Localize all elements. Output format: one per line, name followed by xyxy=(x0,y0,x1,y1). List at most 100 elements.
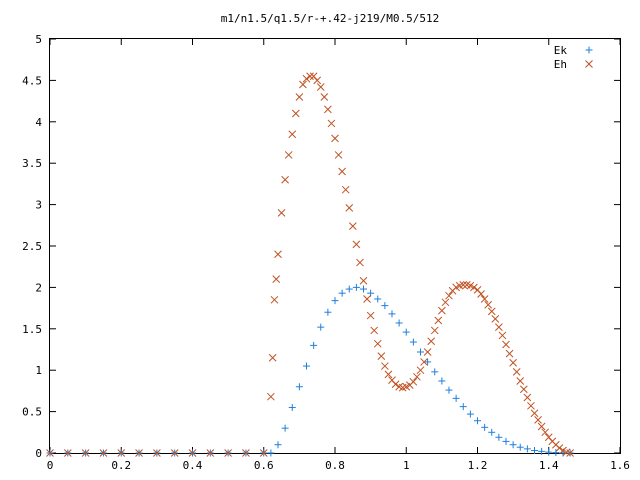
data-point-ek xyxy=(274,441,282,449)
data-point-eh xyxy=(534,416,542,424)
x-tick-label: 0.2 xyxy=(111,459,131,472)
data-point-eh xyxy=(299,80,307,89)
data-point-ek xyxy=(338,289,346,297)
data-point-ek xyxy=(531,447,538,455)
data-point-ek xyxy=(288,403,296,411)
data-point-ek xyxy=(324,308,332,316)
x-tick-label: 1.6 xyxy=(610,459,630,472)
data-point-eh xyxy=(430,326,439,335)
data-point-eh xyxy=(356,258,364,267)
plot-frame xyxy=(49,38,621,454)
series-eh xyxy=(46,72,574,457)
data-point-eh xyxy=(434,316,443,325)
data-point-eh xyxy=(537,422,546,431)
data-point-eh xyxy=(391,380,400,389)
data-point-eh xyxy=(519,385,528,394)
data-point-eh xyxy=(320,93,329,101)
data-point-ek xyxy=(402,328,410,336)
y-axis: 0 0.5 1 1.5 2 2.5 3 3.5 4 4.5 5 xyxy=(22,33,620,460)
y-tick-label: 3 xyxy=(35,199,42,212)
data-point-ek xyxy=(345,285,353,293)
x-tick-label: 0 xyxy=(47,459,54,472)
data-point-ek xyxy=(545,448,553,456)
data-point-ek xyxy=(474,417,481,425)
data-point-ek xyxy=(409,338,417,346)
y-tick-label: 2 xyxy=(35,281,42,294)
data-point-ek xyxy=(509,441,517,449)
data-point-eh xyxy=(288,130,297,139)
data-point-ek xyxy=(310,341,318,349)
legend-label-eh: Eh xyxy=(554,58,567,71)
data-point-eh xyxy=(345,204,354,212)
series-ek xyxy=(46,283,574,457)
data-point-eh xyxy=(470,283,478,292)
data-point-eh xyxy=(117,449,126,457)
data-point-eh xyxy=(523,393,532,402)
data-point-ek xyxy=(466,410,474,418)
data-point-eh xyxy=(267,392,275,401)
y-tick-label: 1 xyxy=(35,364,42,377)
data-point-eh xyxy=(487,307,496,316)
data-point-eh xyxy=(409,377,418,386)
legend-label-ek: Ek xyxy=(554,44,568,57)
data-point-eh xyxy=(516,377,525,385)
data-point-eh xyxy=(505,349,514,358)
data-point-ek xyxy=(381,302,389,310)
data-point-eh xyxy=(420,358,428,366)
data-point-ek xyxy=(516,443,524,451)
data-point-eh xyxy=(413,372,421,381)
data-point-ek xyxy=(388,310,396,318)
data-point-ek xyxy=(352,283,360,291)
y-tick-label: 0.5 xyxy=(22,406,42,419)
data-point-ek xyxy=(431,368,439,376)
data-point-eh xyxy=(272,275,281,283)
data-point-ek xyxy=(395,319,403,327)
data-point-eh xyxy=(438,306,446,315)
data-point-eh xyxy=(313,76,322,85)
data-point-eh xyxy=(188,449,197,457)
x-tick-label: 0.4 xyxy=(183,459,203,472)
data-point-eh xyxy=(46,449,54,457)
data-point-eh xyxy=(268,353,277,362)
data-point-ek xyxy=(488,428,496,436)
y-tick-label: 0 xyxy=(35,447,42,460)
chart-title: m1/n1.5/q1.5/r-+.42-j219/M0.5/512 xyxy=(221,12,440,25)
data-point-ek xyxy=(495,433,503,441)
data-point-eh xyxy=(259,449,268,457)
data-point-ek xyxy=(295,383,303,391)
data-point-eh xyxy=(306,72,314,81)
data-point-ek xyxy=(281,424,289,432)
data-point-ek xyxy=(459,403,467,411)
data-point-eh xyxy=(427,337,436,346)
data-point-eh xyxy=(170,449,179,457)
y-tick-label: 1.5 xyxy=(22,323,42,336)
y-tick-label: 3.5 xyxy=(22,157,42,170)
data-point-eh xyxy=(324,105,332,114)
data-point-eh xyxy=(459,281,468,289)
data-point-eh xyxy=(352,240,361,249)
data-point-eh xyxy=(284,151,293,159)
data-point-eh xyxy=(373,339,382,348)
data-point-ek xyxy=(452,394,460,402)
data-point-ek xyxy=(438,377,446,385)
data-point-eh xyxy=(153,449,161,457)
data-point-eh xyxy=(281,175,289,184)
data-point-eh xyxy=(81,449,90,457)
data-point-eh xyxy=(423,348,432,356)
data-point-eh xyxy=(441,298,450,307)
data-point-eh xyxy=(480,295,489,303)
y-tick-label: 4.5 xyxy=(22,74,42,87)
series-layer xyxy=(46,72,574,457)
legend-marker-ek xyxy=(585,46,593,54)
y-tick-label: 4 xyxy=(35,116,42,129)
data-point-eh xyxy=(384,370,393,379)
data-point-eh xyxy=(541,428,550,437)
data-point-ek xyxy=(417,348,424,356)
data-point-ek xyxy=(367,289,375,297)
data-point-eh xyxy=(498,331,507,340)
data-point-ek xyxy=(267,449,275,457)
data-point-ek xyxy=(317,323,325,331)
data-point-eh xyxy=(359,276,368,285)
data-point-eh xyxy=(302,74,311,83)
